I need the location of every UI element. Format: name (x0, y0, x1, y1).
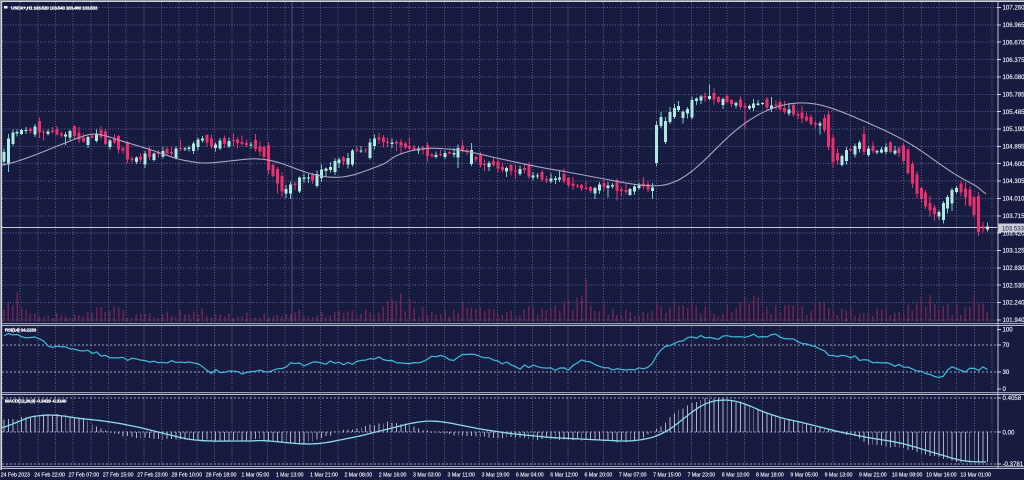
svg-text:107.260: 107.260 (1003, 5, 1024, 12)
svg-text:1 Mar 05:00: 1 Mar 05:00 (242, 472, 270, 478)
svg-text:2 Mar 16:00: 2 Mar 16:00 (379, 472, 407, 478)
svg-text:103.715: 103.715 (1003, 213, 1024, 220)
svg-text:105.485: 105.485 (1003, 109, 1024, 116)
svg-text:24 Feb 2023: 24 Feb 2023 (1, 472, 30, 478)
svg-text:106.375: 106.375 (1003, 57, 1024, 64)
svg-text:6 Mar 20:00: 6 Mar 20:00 (585, 472, 613, 478)
svg-text:102.830: 102.830 (1003, 265, 1024, 272)
svg-text:100: 100 (1003, 327, 1014, 334)
svg-text:0.00: 0.00 (1003, 429, 1015, 436)
svg-text:103.125: 103.125 (1003, 248, 1024, 255)
svg-text:70: 70 (1003, 342, 1010, 349)
svg-text:106.670: 106.670 (1003, 39, 1024, 46)
svg-text:104.895: 104.895 (1003, 144, 1024, 151)
svg-text:1 Mar 21:00: 1 Mar 21:00 (310, 472, 338, 478)
svg-text:27 Feb 23:00: 27 Feb 23:00 (137, 472, 168, 478)
svg-text:0.4058: 0.4058 (1003, 395, 1022, 402)
svg-text:1 Mar 13:00: 1 Mar 13:00 (276, 472, 304, 478)
svg-text:6 Mar 04:00: 6 Mar 04:00 (516, 472, 544, 478)
svg-text:103.533: 103.533 (1002, 226, 1024, 233)
svg-text:3 Mar 03:00: 3 Mar 03:00 (413, 472, 441, 478)
svg-text:USDX+,H1 103.520 103.540 103.: USDX+,H1 103.520 103.540 103.460 103.533 (11, 5, 98, 11)
svg-text:102.240: 102.240 (1003, 300, 1024, 307)
svg-text:RSI(14) 34.2233: RSI(14) 34.2233 (5, 327, 37, 333)
svg-text:8 Mar 10:00: 8 Mar 10:00 (722, 472, 750, 478)
svg-text:10 Mar 16:00: 10 Mar 16:00 (926, 472, 957, 478)
svg-text:3 Mar 19:00: 3 Mar 19:00 (482, 472, 510, 478)
svg-text:28 Feb 10:00: 28 Feb 10:00 (172, 472, 203, 478)
svg-text:7 Mar 15:00: 7 Mar 15:00 (653, 472, 681, 478)
svg-text:27 Feb 07:00: 27 Feb 07:00 (69, 472, 100, 478)
svg-text:104.305: 104.305 (1003, 178, 1024, 185)
svg-text:10 Mar 08:00: 10 Mar 08:00 (892, 472, 923, 478)
svg-text:9 Mar 05:00: 9 Mar 05:00 (790, 472, 818, 478)
svg-text:7 Mar 07:00: 7 Mar 07:00 (619, 472, 647, 478)
svg-text:2 Mar 08:00: 2 Mar 08:00 (344, 472, 372, 478)
svg-text:6 Mar 12:00: 6 Mar 12:00 (550, 472, 578, 478)
svg-text:102.535: 102.535 (1003, 282, 1024, 289)
svg-text:106.080: 106.080 (1003, 74, 1024, 81)
svg-text:30: 30 (1003, 369, 1010, 376)
svg-text:104.600: 104.600 (1003, 161, 1024, 168)
svg-text:-0.3781: -0.3781 (1003, 461, 1024, 468)
svg-text:9 Mar 13:00: 9 Mar 13:00 (825, 472, 853, 478)
svg-text:105.785: 105.785 (1003, 92, 1024, 99)
svg-text:101.940: 101.940 (1003, 317, 1024, 324)
svg-text:MACD(12,26,9) -0.3419 -0.3140: MACD(12,26,9) -0.3419 -0.3140 (5, 398, 67, 404)
svg-text:106.965: 106.965 (1003, 22, 1024, 29)
svg-text:8 Mar 18:00: 8 Mar 18:00 (756, 472, 784, 478)
svg-text:3 Mar 11:00: 3 Mar 11:00 (448, 472, 475, 478)
svg-text:9 Mar 21:00: 9 Mar 21:00 (859, 472, 887, 478)
svg-text:7 Mar 23:00: 7 Mar 23:00 (687, 472, 715, 478)
svg-text:27 Feb 15:00: 27 Feb 15:00 (103, 472, 134, 478)
svg-text:28 Feb 18:00: 28 Feb 18:00 (206, 472, 237, 478)
svg-text:105.190: 105.190 (1003, 126, 1024, 133)
svg-text:24 Feb 22:00: 24 Feb 22:00 (34, 472, 65, 478)
svg-text:13 Mar 01:00: 13 Mar 01:00 (960, 472, 991, 478)
svg-text:0: 0 (1003, 386, 1007, 393)
svg-text:104.010: 104.010 (1003, 196, 1024, 203)
svg-text:103.420: 103.420 (1003, 230, 1024, 237)
